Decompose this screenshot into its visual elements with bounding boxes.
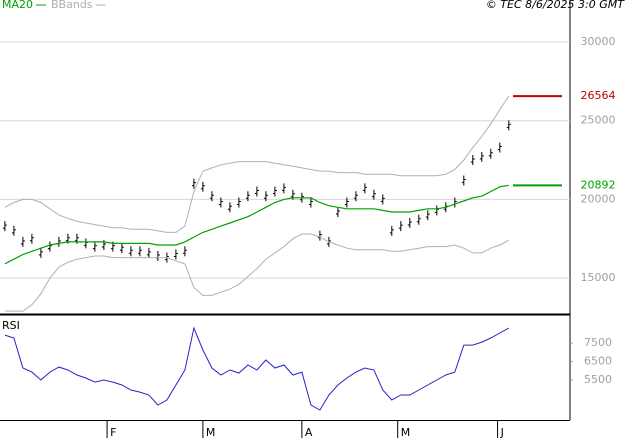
price-bar [308, 197, 313, 208]
x-tick-label: A [305, 426, 313, 439]
x-tick-label: F [110, 426, 116, 439]
legend-label: MA20 [2, 0, 33, 11]
rsi-line [4, 326, 510, 411]
price-bar [227, 202, 232, 213]
price-bar [200, 181, 205, 192]
price-bar [389, 225, 394, 236]
price-bar [272, 186, 277, 197]
price-bar [2, 221, 7, 232]
price-bar [497, 142, 502, 153]
x-tick-label: M [401, 426, 411, 439]
price-bar [371, 189, 376, 200]
price-bar [461, 175, 466, 186]
price-bar [173, 249, 178, 260]
panel-title: RSI [2, 319, 20, 332]
price-bar [425, 210, 430, 221]
price-bar [416, 214, 421, 225]
price-bar [254, 186, 259, 197]
price-bar [92, 241, 97, 252]
y-tick-label: 6500 [584, 355, 612, 368]
band-line [4, 233, 510, 312]
price-bar [236, 197, 241, 208]
y-tick-label: 30000 [581, 35, 616, 48]
price-bar [47, 241, 52, 252]
y-tick-label: 15000 [581, 271, 616, 284]
price-bar [29, 233, 34, 244]
price-bar [20, 236, 25, 247]
price-bar [506, 120, 511, 131]
y-tick-label: 5500 [584, 373, 612, 386]
price-bar [191, 178, 196, 189]
price-bar [317, 230, 322, 241]
x-tick-label: J [500, 426, 504, 439]
price-bar [353, 191, 358, 202]
ma-line [4, 184, 509, 265]
copyright: © TEC 8/6/2025 3:0 GMT [486, 0, 625, 11]
price-bar [398, 221, 403, 232]
price-bar [335, 207, 340, 217]
price-bar [38, 247, 43, 258]
band-line [4, 95, 510, 233]
y-tick-label: 20000 [581, 192, 616, 205]
price-bar [119, 243, 124, 254]
y-tick-label: 7500 [584, 336, 612, 349]
price-bar [245, 191, 250, 202]
price-bar [137, 246, 142, 257]
price-bar [281, 183, 286, 194]
price-bar [344, 197, 349, 208]
price-bar [218, 197, 223, 208]
price-bar [434, 205, 439, 216]
x-tick-label: M [206, 426, 216, 439]
price-bar [146, 247, 151, 258]
price-bar [263, 191, 268, 202]
price-bar [182, 246, 187, 257]
price-bar [128, 246, 133, 257]
price-bar [488, 148, 493, 159]
price-bar [470, 155, 475, 165]
price-bar [407, 218, 412, 228]
price-bar [362, 183, 367, 194]
plot-area [4, 326, 510, 411]
last-value-label: 26564 [581, 89, 616, 102]
legend-label: BBands [51, 0, 93, 11]
last-value-label: 20892 [581, 178, 616, 191]
plot-area [2, 95, 511, 312]
price-bar [380, 194, 385, 205]
price-bar [209, 191, 214, 202]
price-bar [479, 151, 484, 162]
price-bar [11, 225, 16, 236]
y-tick-label: 25000 [581, 114, 616, 127]
